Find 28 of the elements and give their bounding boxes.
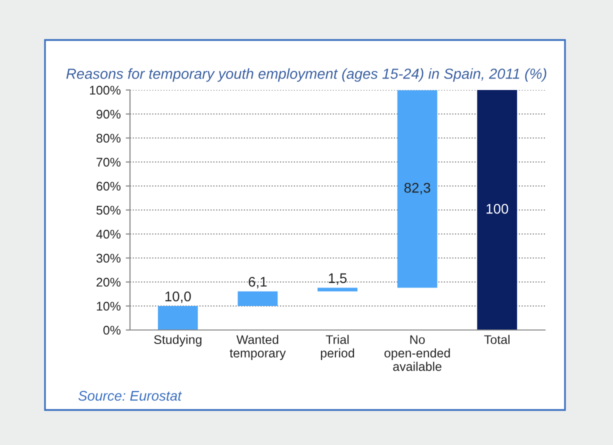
data-label: 6,1 <box>248 276 267 288</box>
data-label: 100 <box>486 204 508 214</box>
data-label: 82,3 <box>404 182 430 194</box>
bar <box>397 90 438 288</box>
y-tick-label: 80% <box>96 134 121 143</box>
y-tick-label: 0% <box>103 326 121 335</box>
chart-title: Reasons for temporary youth employment (ages 15-24) in Spain, 2011 (%) <box>66 68 546 82</box>
y-tick-label: 20% <box>96 278 121 287</box>
x-tick-label: No open-ended available <box>384 335 450 371</box>
bar <box>477 90 518 330</box>
y-tick-label: 10% <box>96 302 121 311</box>
x-tick-label: Studying <box>154 334 202 347</box>
source-note: Source: Eurostat <box>78 390 182 401</box>
x-tick-label: Wanted temporary <box>230 334 286 360</box>
y-tick-label: 100% <box>90 86 121 95</box>
bar <box>318 288 358 292</box>
bar <box>158 306 198 330</box>
y-tick-label: 40% <box>96 230 121 239</box>
y-tick-label: 50% <box>96 206 121 215</box>
data-label: 10,0 <box>165 292 191 303</box>
y-tick-label: 60% <box>96 182 121 191</box>
data-label: 1,5 <box>328 273 347 285</box>
x-tick-label: Trial period <box>320 334 354 360</box>
y-tick-label: 70% <box>96 158 121 167</box>
y-tick-label: 90% <box>96 110 121 119</box>
bar <box>238 291 278 306</box>
y-tick-label: 30% <box>96 254 121 263</box>
x-tick-label: Total <box>484 334 510 344</box>
